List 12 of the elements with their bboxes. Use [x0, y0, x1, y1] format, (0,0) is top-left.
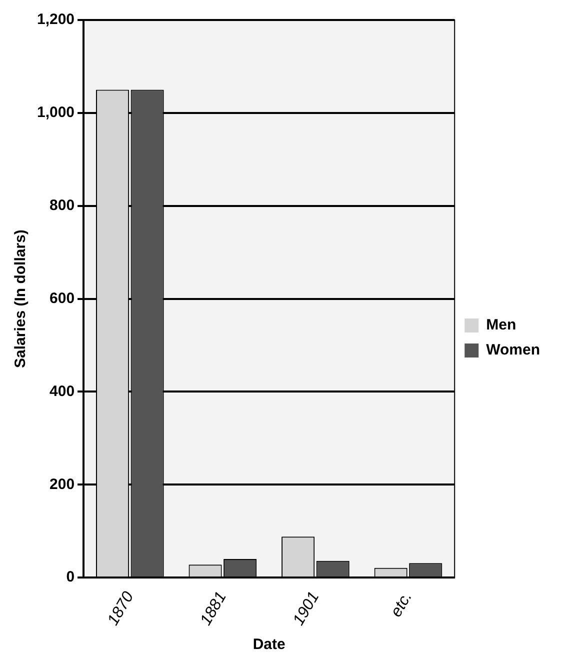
y-tick-label: 1,000: [36, 104, 75, 122]
x-axis-title: Date: [252, 636, 286, 654]
y-axis-title: Salaries (In dollars): [12, 230, 30, 368]
y-tick-label: 0: [66, 568, 75, 586]
y-tick-label: 1,200: [36, 11, 75, 28]
x-tick-label: etc.: [388, 589, 416, 620]
legend-label: Women: [486, 342, 540, 359]
y-tick-label: 800: [50, 197, 75, 214]
y-tick-label: 400: [50, 382, 75, 400]
legend-label: Men: [486, 316, 516, 334]
y-tick-label: 600: [50, 290, 75, 307]
y-tick-label: 200: [50, 476, 75, 493]
